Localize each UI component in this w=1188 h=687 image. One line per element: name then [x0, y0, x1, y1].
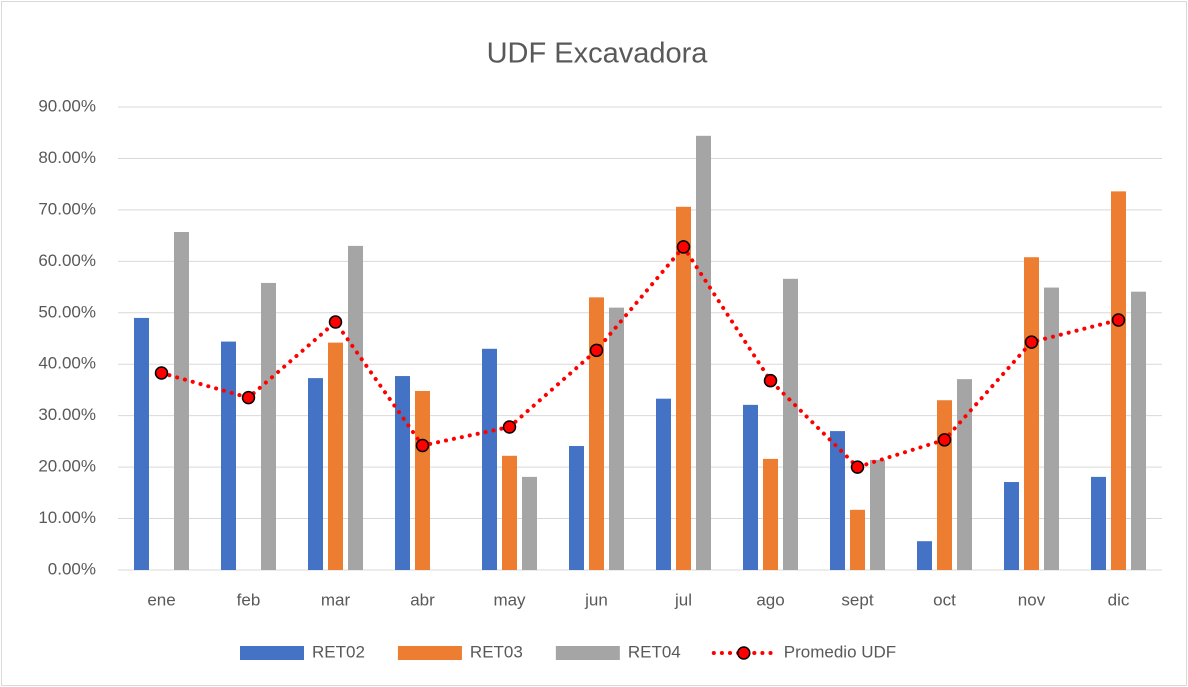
bar [569, 446, 584, 570]
bar [522, 476, 537, 570]
y-tick-label: 90.00% [38, 96, 96, 115]
bar [696, 135, 711, 570]
line-marker [1024, 335, 1039, 349]
bar [1111, 191, 1126, 570]
bar [1131, 291, 1146, 570]
y-tick-label: 70.00% [38, 199, 96, 218]
line-marker [241, 390, 256, 405]
legend-label: RET04 [628, 642, 681, 661]
x-tick-label: nov [1018, 590, 1046, 609]
line-marker [1111, 313, 1126, 327]
bar [1024, 257, 1039, 570]
x-tick-label: mar [321, 590, 351, 609]
y-tick-label: 20.00% [38, 457, 96, 476]
bar [1004, 482, 1019, 570]
bar [1044, 287, 1059, 570]
line [159, 243, 1121, 470]
bar [676, 206, 691, 570]
bar [743, 404, 758, 570]
chart-title: UDF Excavadora [487, 38, 709, 70]
bar [830, 431, 845, 570]
line-marker [328, 315, 343, 329]
legend-swatch [240, 646, 304, 660]
bar [783, 278, 798, 570]
bar [957, 379, 972, 570]
bar [482, 348, 497, 570]
y-tick-label: 50.00% [38, 302, 96, 321]
line-marker [937, 433, 952, 447]
bar [134, 317, 149, 570]
line-marker [676, 240, 691, 254]
bar [308, 378, 323, 570]
bar [656, 398, 671, 570]
legend-label: Promedio UDF [784, 642, 896, 661]
bar [261, 282, 276, 570]
legend-swatch [555, 646, 620, 660]
legend-marker [737, 646, 751, 660]
bar [1091, 476, 1106, 570]
bar [850, 509, 865, 570]
bar [937, 400, 952, 570]
bar [589, 297, 604, 570]
y-tick-label: 60.00% [38, 251, 96, 270]
y-tick-label: 30.00% [38, 405, 96, 424]
y-tick-label: 40.00% [38, 354, 96, 373]
y-tick-label: 0.00% [48, 559, 96, 578]
bar [917, 541, 932, 570]
bar [502, 455, 517, 570]
bar [348, 245, 363, 570]
x-tick-label: ago [756, 590, 784, 609]
line-marker [502, 420, 517, 434]
line-marker [589, 343, 604, 358]
x-tick-label: sept [841, 590, 873, 609]
line-marker [154, 366, 169, 380]
x-tick-label: oct [933, 590, 956, 609]
x-tick-label: ene [147, 590, 175, 609]
line-marker [763, 373, 778, 388]
bar [763, 458, 778, 570]
bar [395, 376, 410, 570]
bar [221, 341, 236, 570]
bar [415, 390, 430, 570]
y-tick-label: 10.00% [38, 508, 96, 527]
line-marker [850, 460, 865, 474]
bar [870, 459, 885, 570]
x-tick-label: jun [584, 590, 608, 609]
x-tick-label: jul [674, 590, 692, 609]
legend-swatch [397, 646, 462, 660]
y-tick-label: 80.00% [38, 148, 96, 167]
x-tick-label: dic [1108, 590, 1130, 609]
x-tick-label: may [493, 590, 526, 609]
x-tick-label: feb [237, 590, 261, 609]
legend-label: RET02 [312, 642, 365, 661]
bar [609, 307, 624, 570]
bar [174, 232, 189, 570]
bar [328, 342, 343, 570]
legend-label: RET03 [470, 642, 523, 661]
x-tick-label: abr [410, 590, 435, 609]
line-marker [415, 438, 430, 453]
